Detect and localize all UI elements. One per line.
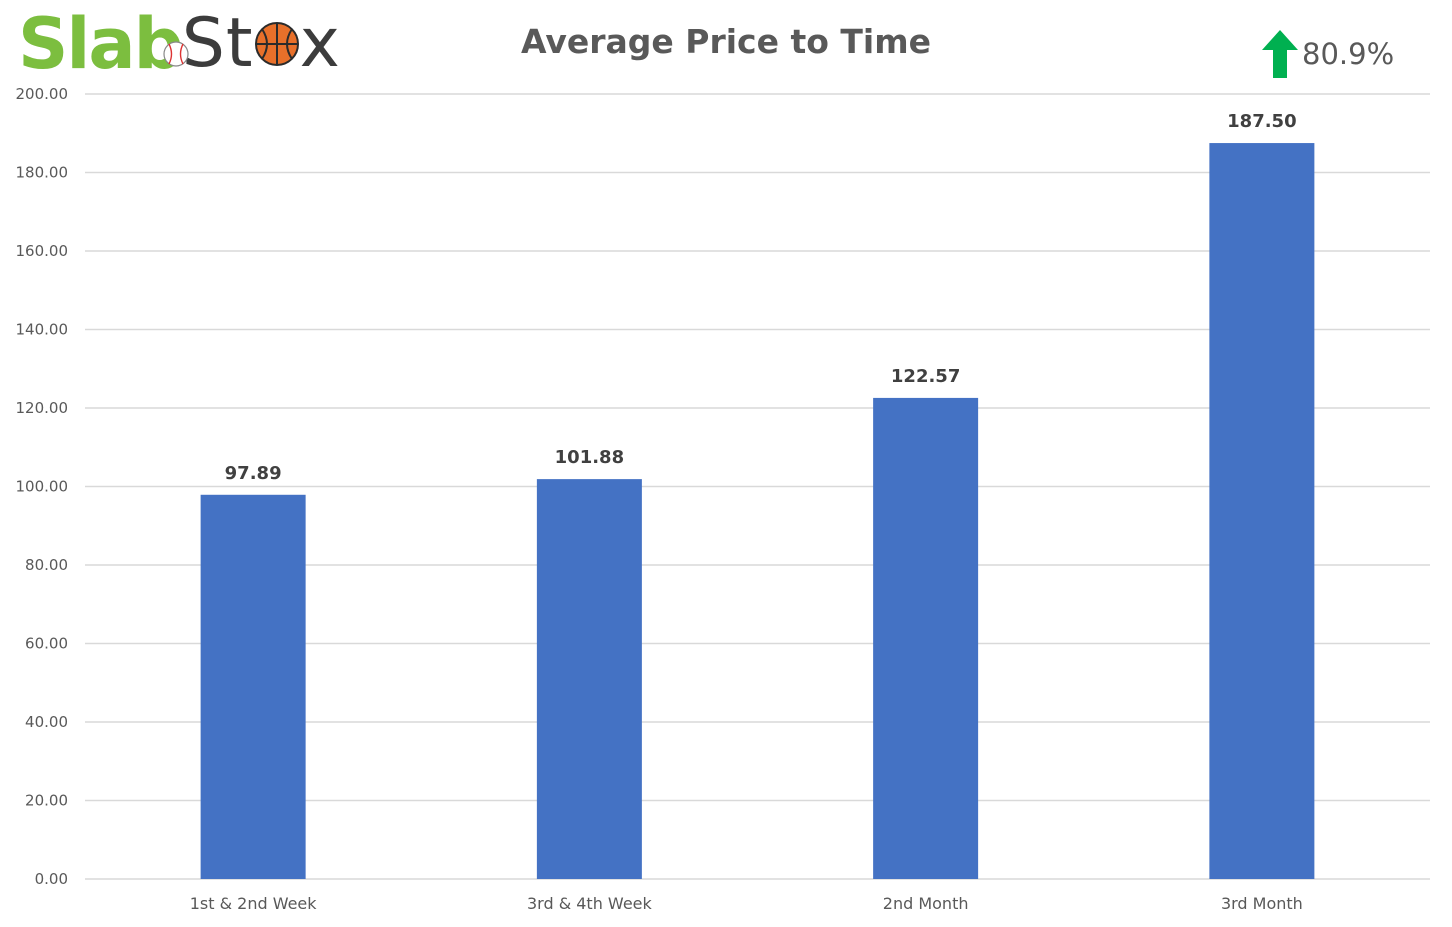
y-tick-label: 180.00 — [16, 164, 69, 182]
y-tick-label: 120.00 — [16, 399, 69, 417]
bar — [536, 479, 642, 879]
percent-change-indicator: 80.9% — [1262, 30, 1394, 78]
y-tick-label: 160.00 — [16, 242, 69, 260]
gridlines — [85, 93, 1430, 880]
chart-title: Average Price to Time — [520, 22, 932, 61]
slabstox-logo: Slab St x — [18, 4, 341, 84]
logo-text-slab: Slab — [18, 3, 184, 85]
bars — [200, 143, 1315, 879]
bar — [873, 397, 979, 879]
y-tick-label: 100.00 — [16, 478, 69, 496]
x-category-label: 1st & 2nd Week — [190, 894, 318, 913]
baseball-icon — [163, 41, 189, 67]
y-tick-label: 60.00 — [25, 635, 68, 653]
y-tick-label: 0.00 — [35, 870, 68, 888]
bar — [1209, 143, 1315, 879]
y-tick-label: 20.00 — [25, 792, 68, 810]
y-tick-label: 80.00 — [25, 556, 68, 574]
bar-value-label: 97.89 — [225, 463, 282, 484]
x-axis-category-labels: 1st & 2nd Week 3rd & 4th Week 2nd Month 3rd… — [190, 894, 1303, 913]
green-up-arrow-icon — [1262, 30, 1298, 78]
logo-text-st: St — [181, 4, 254, 83]
y-tick-label: 140.00 — [16, 321, 69, 339]
y-axis-tick-labels: 0.00 20.00 40.00 60.00 80.00 100.00 120.00 140.… — [16, 85, 69, 888]
bar — [200, 494, 306, 879]
bar-value-label: 187.50 — [1227, 111, 1296, 132]
logo-text-stox: St x — [182, 10, 341, 78]
y-tick-label: 200.00 — [16, 85, 69, 103]
x-category-label: 3rd & 4th Week — [527, 894, 653, 913]
x-category-label: 3rd Month — [1221, 894, 1303, 913]
logo-text-x: x — [299, 4, 341, 83]
bar-value-label: 101.88 — [555, 447, 624, 468]
data-labels: 97.89 101.88 122.57 187.50 — [225, 111, 1297, 484]
basketball-icon — [254, 22, 299, 66]
percent-change-value: 80.9% — [1302, 37, 1395, 71]
y-tick-label: 40.00 — [25, 713, 68, 731]
x-category-label: 2nd Month — [883, 894, 969, 913]
bar-value-label: 122.57 — [891, 366, 960, 387]
